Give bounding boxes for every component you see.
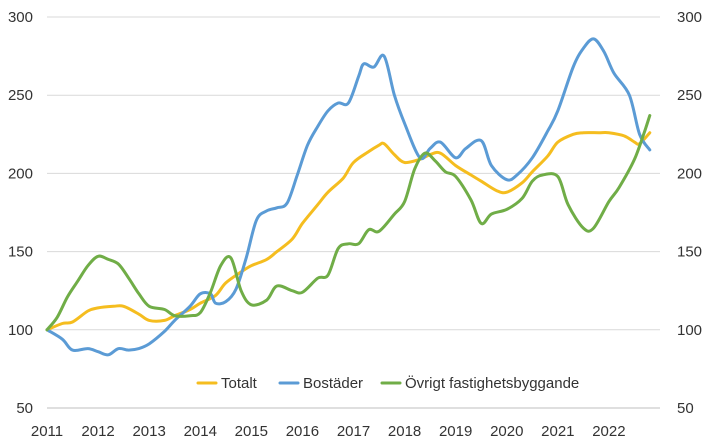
y-tick-label-right: 250	[677, 87, 702, 104]
x-axis: 2011 2012 2013 2014 2015 2016 2017 2018 2019 2020…	[31, 407, 660, 440]
x-tick-label: 2016	[286, 423, 319, 440]
legend-label: Övrigt fastighetsbyggande	[405, 374, 579, 392]
x-tick-label: 2014	[184, 423, 217, 440]
x-tick-label: 2020	[490, 423, 523, 440]
y-tick-label-left: 300	[8, 9, 33, 26]
legend-label: Totalt	[221, 375, 258, 392]
x-tick-label: 2015	[235, 423, 268, 440]
y-tick-label-right: 150	[677, 244, 702, 261]
x-tick-label: 2018	[388, 423, 421, 440]
y-tick-label-right: 50	[677, 400, 694, 417]
y-tick-label-right: 100	[677, 322, 702, 339]
y-tick-label-left: 200	[8, 165, 33, 182]
legend-label: Bostäder	[303, 375, 363, 392]
y-axis-left: 50 100 150 200 250 300	[8, 9, 33, 417]
x-tick-label: 2019	[439, 423, 472, 440]
y-axis-right: 50 100 150 200 250 300	[677, 9, 702, 417]
x-tick-label: 2017	[337, 423, 370, 440]
series-bostader-line	[45, 37, 652, 357]
x-tick-label: 2011	[31, 423, 63, 440]
y-tick-label-left: 150	[8, 244, 33, 261]
y-tick-label-left: 250	[8, 87, 33, 104]
y-tick-label-left: 100	[8, 322, 33, 339]
x-tick-label: 2022	[592, 423, 625, 440]
y-tick-label-left: 50	[16, 400, 33, 417]
x-tick-label: 2012	[81, 423, 114, 440]
x-tick-label: 2013	[132, 423, 165, 440]
series-totalt-line	[45, 130, 652, 332]
legend: Totalt Bostäder Övrigt fastighetsbyggande	[196, 374, 579, 392]
x-tick-label: 2021	[541, 423, 574, 440]
y-tick-label-right: 300	[677, 9, 702, 26]
series-lines	[45, 37, 652, 357]
series-ovrigt-line	[45, 114, 652, 332]
y-tick-label-right: 200	[677, 165, 702, 182]
